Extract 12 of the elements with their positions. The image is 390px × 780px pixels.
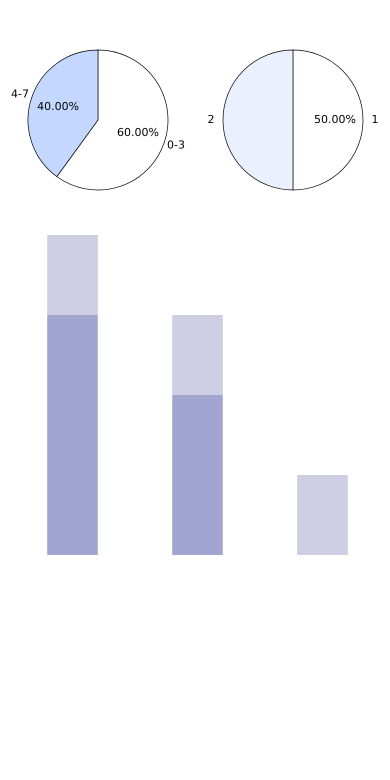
slice-label: 0-3 bbox=[167, 138, 185, 152]
bar bbox=[47, 315, 98, 555]
slice-label: 4-7 bbox=[11, 88, 29, 101]
data-label: 40.00% bbox=[37, 100, 80, 114]
data-label: 50.00% bbox=[314, 113, 356, 126]
data-label: 60.00% bbox=[116, 126, 159, 139]
bar bbox=[297, 475, 348, 555]
bar bbox=[172, 395, 223, 555]
slice-label: 2 bbox=[208, 113, 214, 126]
bar bbox=[47, 235, 98, 315]
bar bbox=[172, 315, 223, 395]
slice-label: 1 bbox=[372, 113, 378, 126]
